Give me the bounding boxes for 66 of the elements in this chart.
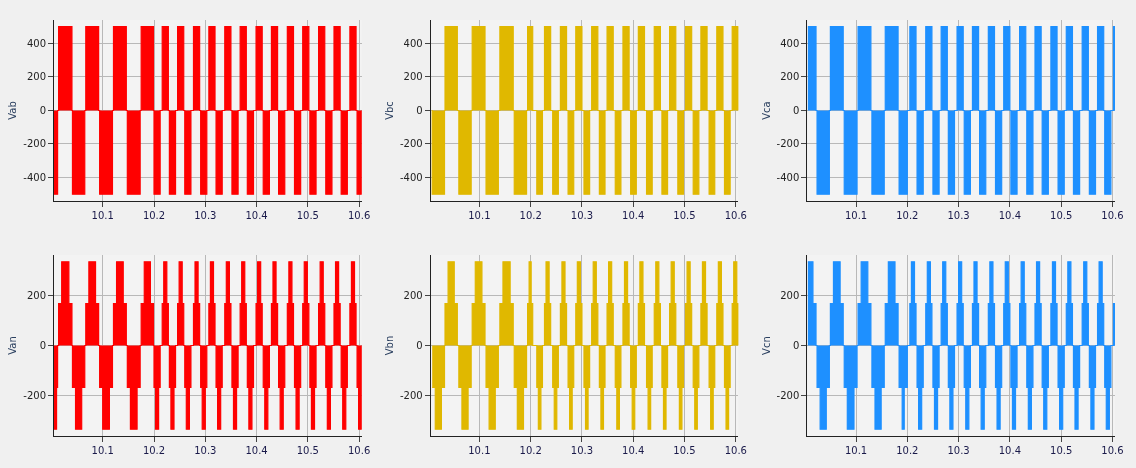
y-axis-title: Vab (7, 101, 19, 120)
x-tick-label: 10.3 (570, 445, 594, 456)
y-tick-label: 400 (403, 37, 423, 49)
x-tick-label: 10.1 (468, 445, 491, 456)
x-tick-label: 10.2 (896, 209, 919, 221)
y-axis-title: Van (7, 336, 19, 355)
x-tick-label: 10.1 (91, 209, 114, 221)
x-tick-label: 10.5 (673, 445, 696, 456)
y-tick-label: 0 (39, 104, 46, 116)
y-tick-label: -200 (776, 390, 800, 402)
y-tick-label: -200 (776, 138, 800, 150)
y-tick-label: 0 (792, 104, 800, 116)
x-tick-label: 10.5 (296, 209, 319, 221)
y-tick-label: -200 (399, 138, 423, 150)
x-tick-label: 10.3 (947, 209, 970, 221)
y-tick-label: 0 (792, 340, 800, 352)
y-tick-label: -400 (776, 172, 800, 183)
x-tick-label: 10.2 (896, 445, 919, 456)
y-tick-label: 200 (780, 289, 800, 301)
x-tick-label: 10.5 (1050, 445, 1073, 456)
x-tick-label: 10.3 (570, 209, 594, 221)
x-tick-label: 10.6 (724, 209, 747, 221)
y-tick-label: -200 (23, 390, 46, 402)
x-tick-label: 10.2 (142, 445, 166, 456)
x-tick-label: 10.1 (468, 209, 491, 221)
x-tick-label: 10.2 (142, 209, 166, 221)
x-tick-label: 10.6 (348, 209, 371, 221)
y-tick-label: 200 (780, 71, 800, 83)
y-axis-title: Vbn (383, 335, 395, 356)
y-axis-title: Vbc (383, 101, 395, 120)
x-tick-label: 10.3 (194, 445, 217, 456)
y-tick-label: -400 (23, 172, 46, 183)
y-axis-title: Vcn (760, 336, 772, 355)
x-tick-label: 10.3 (194, 209, 217, 221)
x-tick-label: 10.4 (245, 445, 268, 456)
y-axis-title: Vca (760, 101, 772, 120)
x-tick-label: 10.1 (91, 445, 114, 456)
y-tick-label: 200 (26, 71, 46, 83)
x-tick-label: 10.4 (245, 209, 268, 221)
x-tick-label: 10.4 (998, 209, 1021, 221)
y-tick-label: 400 (780, 37, 800, 49)
x-tick-label: 10.5 (296, 445, 319, 456)
y-tick-label: -200 (399, 390, 423, 402)
x-tick-label: 10.2 (519, 209, 542, 221)
y-tick-label: 0 (416, 104, 423, 116)
x-tick-label: 10.6 (1101, 445, 1124, 456)
x-tick-label: 10.6 (1101, 209, 1124, 221)
x-tick-label: 10.3 (947, 445, 970, 456)
x-tick-label: 10.5 (673, 209, 696, 221)
x-tick-label: 10.6 (724, 445, 747, 456)
x-tick-label: 10.2 (519, 445, 542, 456)
y-tick-label: 200 (403, 71, 423, 83)
x-tick-label: 10.1 (844, 445, 868, 456)
x-tick-label: 10.4 (998, 445, 1021, 456)
y-tick-label: 200 (26, 289, 46, 301)
x-tick-label: 10.1 (844, 209, 868, 221)
y-tick-label: -400 (399, 172, 423, 183)
y-tick-label: -200 (23, 138, 46, 150)
y-tick-label: 0 (39, 340, 46, 352)
y-tick-label: 200 (403, 289, 423, 301)
x-tick-label: 10.4 (622, 209, 645, 221)
y-tick-label: 400 (26, 37, 46, 49)
x-tick-label: 10.5 (1050, 209, 1073, 221)
x-tick-label: 10.6 (348, 445, 371, 456)
y-tick-label: 0 (416, 340, 423, 352)
x-tick-label: 10.4 (622, 445, 645, 456)
